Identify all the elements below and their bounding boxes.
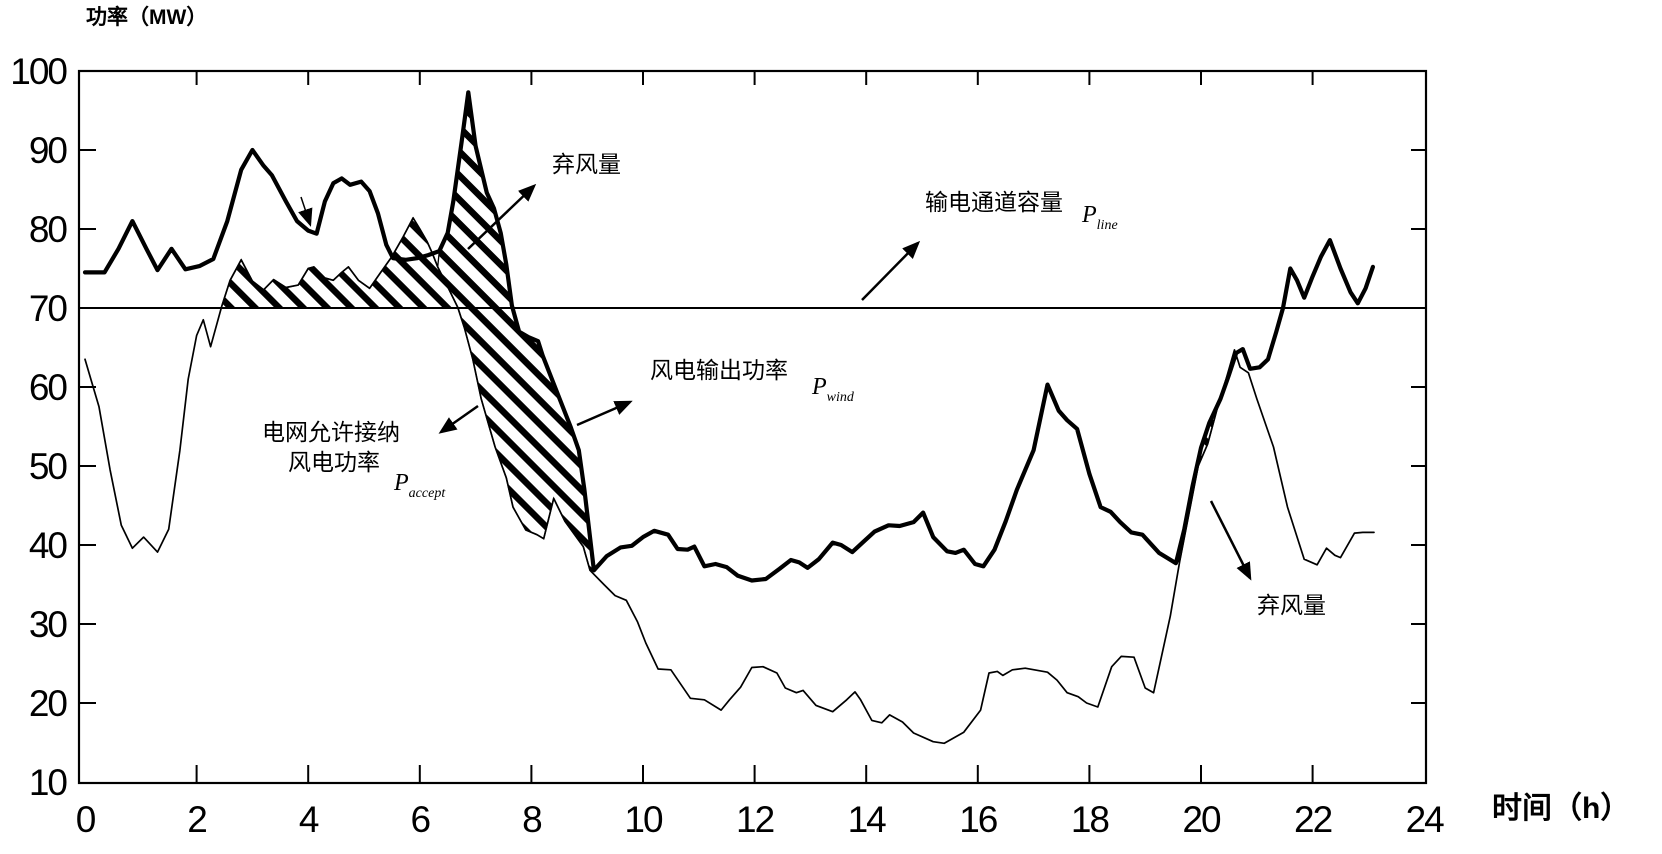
x-axis-title: 时间（h） bbox=[1492, 791, 1630, 825]
wind-output-arrow-icon bbox=[576, 400, 633, 427]
x-tick-label: 16 bbox=[959, 799, 997, 840]
curtail-right-label: 弃风量 bbox=[1257, 592, 1326, 618]
x-tick-label: 0 bbox=[76, 799, 96, 840]
small-pointer-arrow-icon bbox=[298, 196, 313, 227]
x-tick-label: 4 bbox=[299, 799, 319, 840]
y-tick-label: 20 bbox=[29, 683, 68, 724]
x-tick-label: 6 bbox=[411, 799, 430, 840]
y-tick-label: 10 bbox=[29, 762, 68, 803]
y-tick-label: 30 bbox=[29, 604, 68, 645]
line-capacity-label: 输电通道容量 bbox=[925, 189, 1063, 215]
wind-output-symbol: Pwind bbox=[811, 374, 855, 405]
y-tick-label: 80 bbox=[29, 209, 68, 250]
curtail-top-label: 弃风量 bbox=[552, 151, 621, 177]
grid-accept-curve bbox=[84, 217, 1375, 745]
y-tick-label: 40 bbox=[29, 525, 68, 566]
grid-accept-symbol: Paccept bbox=[393, 470, 446, 501]
line-capacity-symbol: Pline bbox=[1081, 202, 1118, 233]
x-tick-label: 18 bbox=[1071, 799, 1109, 840]
y-tick-label: 90 bbox=[29, 130, 68, 171]
wind-power-curve bbox=[82, 90, 1375, 583]
y-axis-title: 功率（MW） bbox=[86, 5, 207, 29]
x-tick-label: 2 bbox=[187, 799, 206, 840]
x-tick-label: 10 bbox=[624, 799, 663, 840]
grid-accept-label-line1: 电网允许接纳 bbox=[262, 419, 400, 445]
grid-accept-label-line2: 风电功率 bbox=[288, 449, 380, 475]
x-tick-label: 20 bbox=[1182, 799, 1221, 840]
plot-frame bbox=[77, 69, 1428, 785]
x-tick-label: 22 bbox=[1294, 799, 1332, 840]
curtailment-hatch-region-1 bbox=[221, 216, 459, 309]
line-capacity-arrow-icon bbox=[861, 240, 921, 301]
grid-accept-arrow-icon bbox=[438, 404, 479, 434]
y-tick-label: 70 bbox=[29, 288, 68, 329]
x-tick-label: 12 bbox=[736, 799, 774, 840]
y-tick-label: 60 bbox=[29, 367, 68, 408]
y-tick-label: 100 bbox=[10, 51, 67, 92]
x-tick-label: 14 bbox=[848, 799, 887, 840]
wind-output-label: 风电输出功率 bbox=[650, 357, 788, 383]
curtail-right-arrow-icon bbox=[1209, 500, 1252, 581]
y-tick-label: 50 bbox=[29, 446, 68, 487]
x-tick-label: 24 bbox=[1406, 799, 1445, 840]
x-tick-label: 8 bbox=[522, 799, 541, 840]
curtail-top-arrow-icon bbox=[467, 183, 537, 250]
